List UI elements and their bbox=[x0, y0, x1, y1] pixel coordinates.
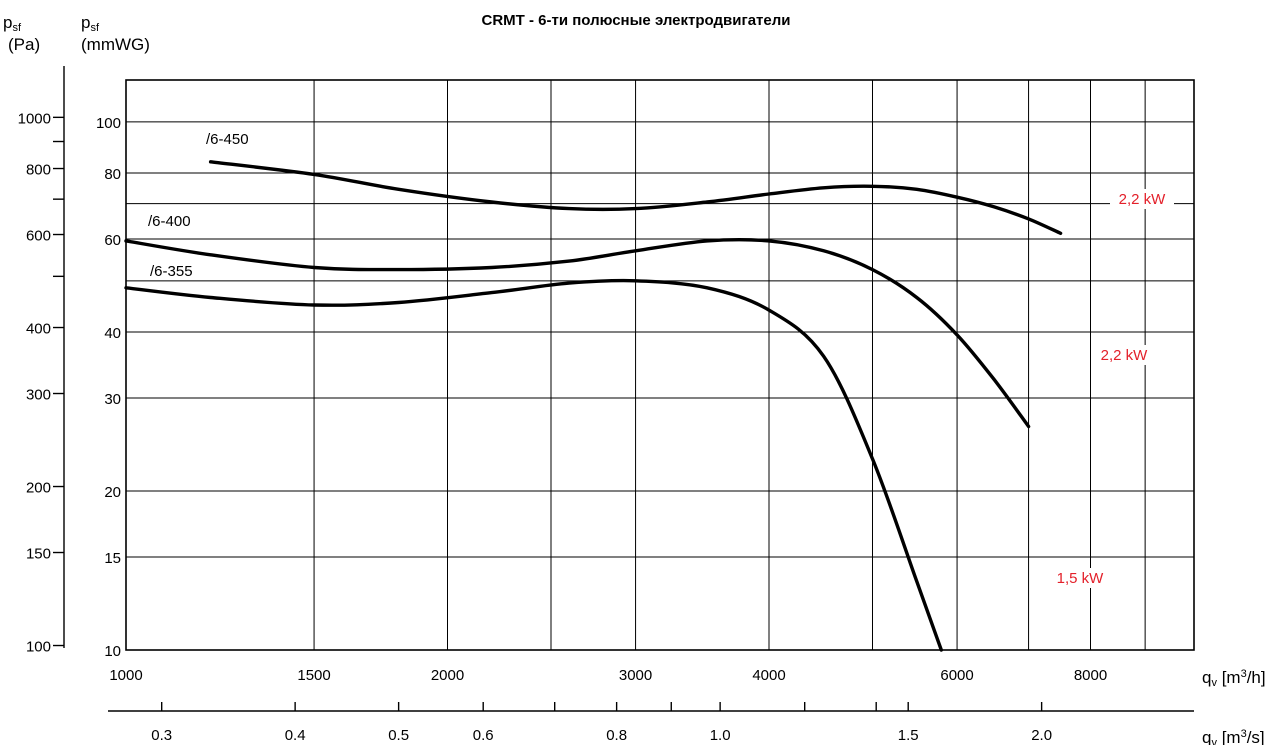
x-axis-m3h-label: qv [m3/h] bbox=[1202, 668, 1266, 689]
plot-frame bbox=[125, 79, 1195, 651]
y-axis-mmwg-label: psf (mmWG) bbox=[81, 13, 150, 54]
curve-6400 bbox=[124, 238, 1031, 429]
x-tick-label-m3h: 4000 bbox=[752, 667, 785, 684]
svg-text:psf: psf bbox=[3, 13, 22, 34]
power-label-bg bbox=[1110, 189, 1174, 209]
axes bbox=[53, 66, 1195, 712]
x-tick-label-m3s: 2.0 bbox=[1031, 727, 1052, 744]
x-tick-label-m3s: 0.5 bbox=[388, 727, 409, 744]
y-tick-label-mmwg: 60 bbox=[104, 232, 121, 249]
grid bbox=[126, 80, 1194, 650]
x-tick-label-m3h: 3000 bbox=[619, 667, 652, 684]
x-tick-label-m3h: 8000 bbox=[1074, 667, 1107, 684]
y-tick-label-mmwg: 80 bbox=[104, 166, 121, 183]
y-tick-label-pa: 300 bbox=[26, 387, 51, 404]
y-tick-label-mmwg: 20 bbox=[104, 484, 121, 501]
svg-text:qv [m3/s]: qv [m3/s] bbox=[1202, 728, 1265, 745]
chart-title: CRMT - 6-ти полюсные электродвигатели bbox=[482, 12, 791, 29]
svg-text:qv [m3/h]: qv [m3/h] bbox=[1202, 668, 1266, 689]
y-tick-label-mmwg: 15 bbox=[104, 550, 121, 567]
x-tick-label-m3h: 1500 bbox=[297, 667, 330, 684]
curve-name-bg bbox=[146, 212, 206, 230]
curve-name-label: /6-450 bbox=[206, 131, 249, 148]
curve-name-bg bbox=[148, 262, 208, 280]
power-label-bg bbox=[1092, 345, 1156, 365]
svg-text:psf: psf bbox=[81, 13, 100, 34]
y-tick-label-pa: 200 bbox=[26, 480, 51, 497]
x-tick-label-m3s: 1.5 bbox=[898, 727, 919, 744]
y-tick-label-mmwg: 30 bbox=[104, 391, 121, 408]
y-tick-label-pa: 100 bbox=[26, 639, 51, 656]
y-tick-label-mmwg: 40 bbox=[104, 325, 121, 342]
curve-6450 bbox=[208, 160, 1063, 235]
curve-6355 bbox=[124, 278, 943, 652]
y-tick-label-pa: 150 bbox=[26, 546, 51, 563]
y-tick-label-mmwg: 10 bbox=[104, 643, 121, 660]
curve-name-label: /6-355 bbox=[150, 263, 193, 280]
x-tick-label-m3h: 1000 bbox=[109, 667, 142, 684]
curve-name-label: /6-400 bbox=[148, 213, 191, 230]
power-label: 1,5 kW bbox=[1057, 570, 1105, 587]
tick-labels: 100 80 60 40 30 20 15 10 1000 800 600 400 300 200 150 1… bbox=[18, 110, 1108, 744]
curve-name-bg bbox=[204, 130, 264, 148]
svg-text:(Pa): (Pa) bbox=[8, 35, 40, 54]
x-tick-label-m3h: 2000 bbox=[431, 667, 464, 684]
y-tick-label-pa: 1000 bbox=[18, 110, 51, 127]
power-label: 2,2 kW bbox=[1101, 347, 1149, 364]
power-label-bg bbox=[1048, 568, 1112, 588]
x-axis-m3s-label: qv [m3/s] bbox=[1202, 728, 1265, 745]
x-tick-label-m3s: 1.0 bbox=[710, 727, 731, 744]
y-tick-label-pa: 600 bbox=[26, 228, 51, 245]
y-tick-label-pa: 800 bbox=[26, 162, 51, 179]
x-tick-label-m3s: 0.4 bbox=[285, 727, 306, 744]
x-tick-label-m3h: 6000 bbox=[940, 667, 973, 684]
power-label: 2,2 kW bbox=[1119, 191, 1167, 208]
x-tick-label-m3s: 0.3 bbox=[151, 727, 172, 744]
curves bbox=[124, 160, 1063, 652]
x-tick-label-m3s: 0.6 bbox=[473, 727, 494, 744]
y-tick-label-pa: 400 bbox=[26, 321, 51, 338]
x-tick-label-m3s: 0.8 bbox=[606, 727, 627, 744]
curve-labels: /6-450 2,2 kW/6-400 2,2 kW/6-355 1,5 kW bbox=[146, 130, 1174, 588]
y-tick-label-mmwg: 100 bbox=[96, 115, 121, 132]
y-axis-pa-label: psf (Pa) bbox=[3, 13, 40, 54]
svg-text:(mmWG): (mmWG) bbox=[81, 35, 150, 54]
